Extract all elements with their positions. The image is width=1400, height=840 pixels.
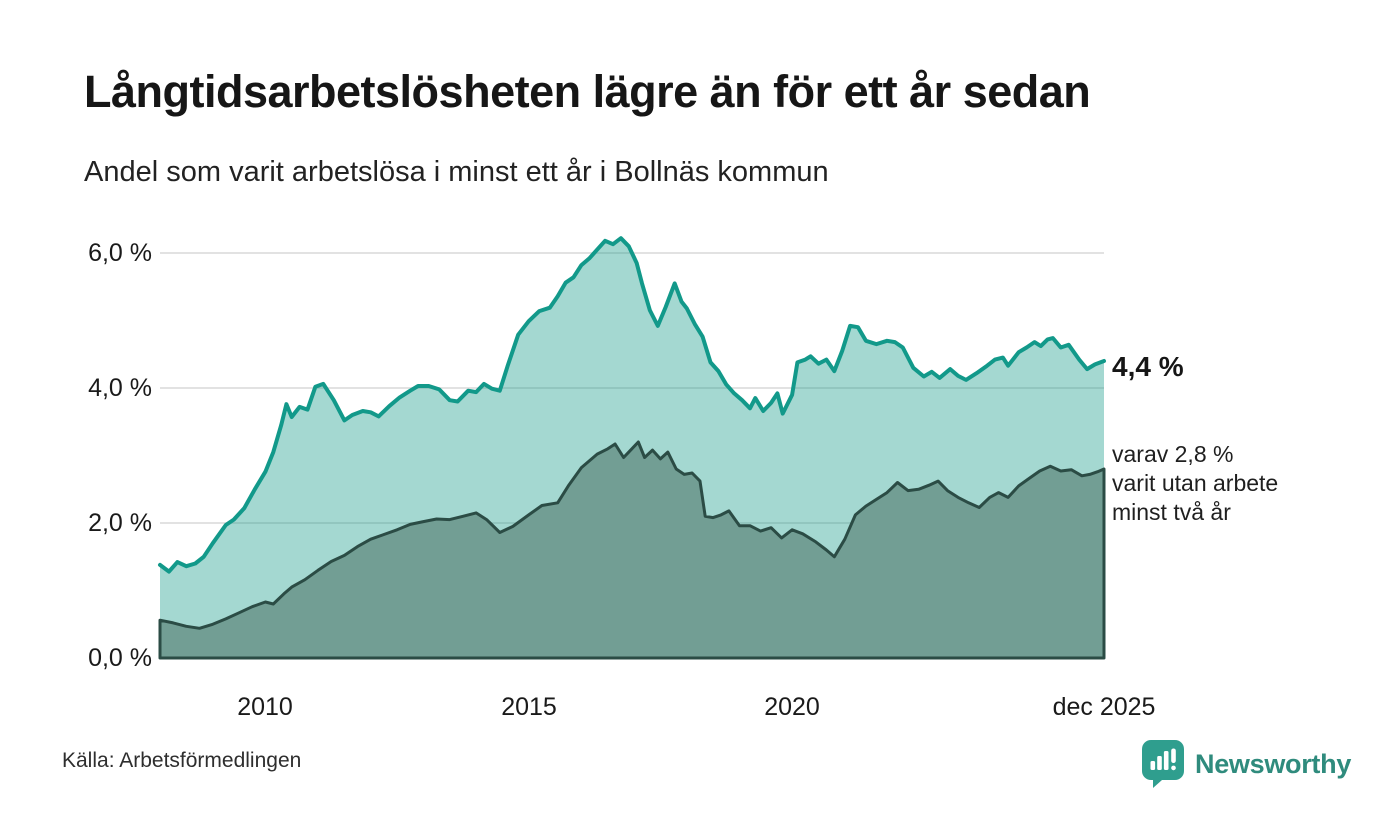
unemployed-min-one-year-line <box>158 236 1106 574</box>
x-tick-dec-2025: dec 2025 <box>1052 693 1156 721</box>
bar-2 <box>1157 756 1162 770</box>
y-tick-2: 2,0 % <box>88 509 152 537</box>
y-tick-0: 0,0 % <box>88 644 152 672</box>
source-note: Källa: Arbetsförmedlingen <box>62 749 302 772</box>
brand-name: Newsworthy <box>1195 748 1352 779</box>
bar-3 <box>1163 751 1169 770</box>
series-end-value-label: 4,4 % <box>1112 351 1184 382</box>
brand-logo: Newsworthy <box>1142 740 1351 788</box>
series-breakdown-annotation: varav 2,8 % varit utan arbete minst två … <box>1112 440 1278 527</box>
x-tick-2020: 2020 <box>764 693 820 721</box>
y-tick-6: 6,0 % <box>88 239 152 267</box>
x-tick-2015: 2015 <box>501 693 557 721</box>
x-tick-2010: 2010 <box>237 693 293 721</box>
page-subtitle: Andel som varit arbetslösa i minst ett å… <box>84 156 829 188</box>
bar-1 <box>1150 761 1156 770</box>
breakdown-line-3: minst två år <box>1112 499 1231 525</box>
exclamation-dot <box>1171 765 1176 771</box>
y-tick-4: 4,0 % <box>88 374 152 402</box>
breakdown-line-1: varav 2,8 % <box>1112 441 1234 467</box>
newsworthy-bubble-icon <box>1142 740 1184 788</box>
unemployed-min-two-years-area <box>158 440 1106 660</box>
exclamation-stem <box>1171 748 1176 763</box>
breakdown-line-2: varit utan arbete <box>1112 470 1279 496</box>
page-title: Långtidsarbetslösheten lägre än för ett … <box>84 66 1091 117</box>
